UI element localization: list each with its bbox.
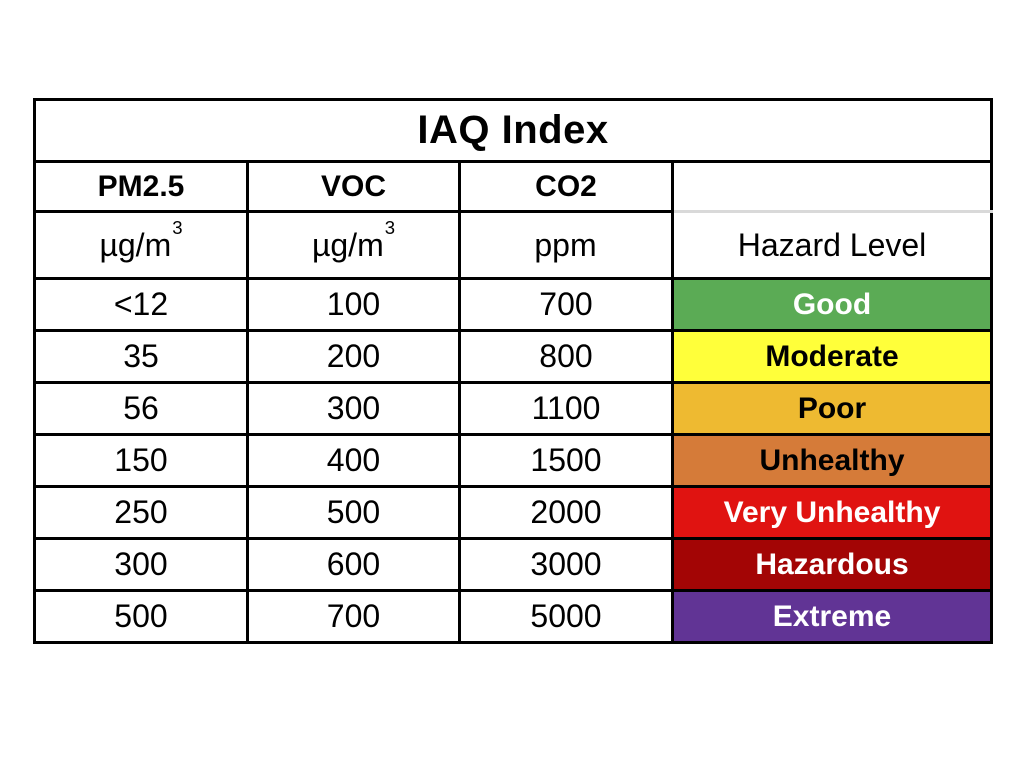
voc-value: 300 xyxy=(246,381,461,436)
voc-value: 100 xyxy=(246,277,461,332)
voc-value: 400 xyxy=(246,433,461,488)
hazard-level-badge: Unhealthy xyxy=(670,433,994,488)
unit-superscript: 3 xyxy=(384,216,396,238)
hazard-level-badge: Moderate xyxy=(670,329,994,384)
co2-value: 5000 xyxy=(458,589,674,644)
co2-value: 3000 xyxy=(458,537,674,592)
unit-text: µg/m xyxy=(311,226,384,263)
co2-value: 800 xyxy=(458,329,674,384)
voc-value: 200 xyxy=(246,329,461,384)
voc-value: 500 xyxy=(246,485,461,540)
hazard-level-badge: Very Unhealthy xyxy=(670,485,994,540)
column-header-pm25: PM2.5 xyxy=(33,160,249,213)
pm25-value: 300 xyxy=(33,537,249,592)
header-row: PM2.5 VOC CO2 xyxy=(33,160,994,213)
table-row: <12 100 700 Good xyxy=(33,277,994,332)
unit-co2: ppm xyxy=(458,210,674,280)
unit-text: µg/m xyxy=(99,226,172,263)
unit-voc: µg/m3 xyxy=(246,210,461,280)
pm25-value: 150 xyxy=(33,433,249,488)
unit-text: Hazard Level xyxy=(737,226,927,263)
pm25-value: 250 xyxy=(33,485,249,540)
column-header-co2: CO2 xyxy=(458,160,674,213)
column-header-hazard-empty xyxy=(670,160,994,213)
table-row: 56 300 1100 Poor xyxy=(33,381,994,436)
co2-value: 1500 xyxy=(458,433,674,488)
co2-value: 2000 xyxy=(458,485,674,540)
units-row: µg/m3 µg/m3 ppm Hazard Level xyxy=(33,210,994,280)
column-header-voc: VOC xyxy=(246,160,461,213)
hazard-level-badge: Extreme xyxy=(670,589,994,644)
co2-value: 700 xyxy=(458,277,674,332)
table-row: 250 500 2000 Very Unhealthy xyxy=(33,485,994,540)
pm25-value: <12 xyxy=(33,277,249,332)
title-row: IAQ Index xyxy=(32,98,994,163)
voc-value: 700 xyxy=(246,589,461,644)
table-row: 500 700 5000 Extreme xyxy=(33,589,994,644)
voc-value: 600 xyxy=(246,537,461,592)
unit-pm25: µg/m3 xyxy=(33,210,249,280)
table-row: 150 400 1500 Unhealthy xyxy=(33,433,994,488)
hazard-level-header: Hazard Level xyxy=(670,210,994,280)
table-row: 300 600 3000 Hazardous xyxy=(33,537,994,592)
hazard-level-badge: Good xyxy=(670,277,994,332)
iaq-index-table: IAQ Index PM2.5 VOC CO2 µg/m3 µg/m3 ppm … xyxy=(32,98,994,644)
hazard-level-badge: Hazardous xyxy=(670,537,994,592)
unit-superscript: 3 xyxy=(172,216,183,238)
hazard-level-badge: Poor xyxy=(670,381,994,436)
table-title: IAQ Index xyxy=(32,98,994,163)
co2-value: 1100 xyxy=(458,381,674,436)
pm25-value: 500 xyxy=(33,589,249,644)
unit-text: ppm xyxy=(534,226,597,263)
table-row: 35 200 800 Moderate xyxy=(33,329,994,384)
pm25-value: 35 xyxy=(33,329,249,384)
pm25-value: 56 xyxy=(33,381,249,436)
